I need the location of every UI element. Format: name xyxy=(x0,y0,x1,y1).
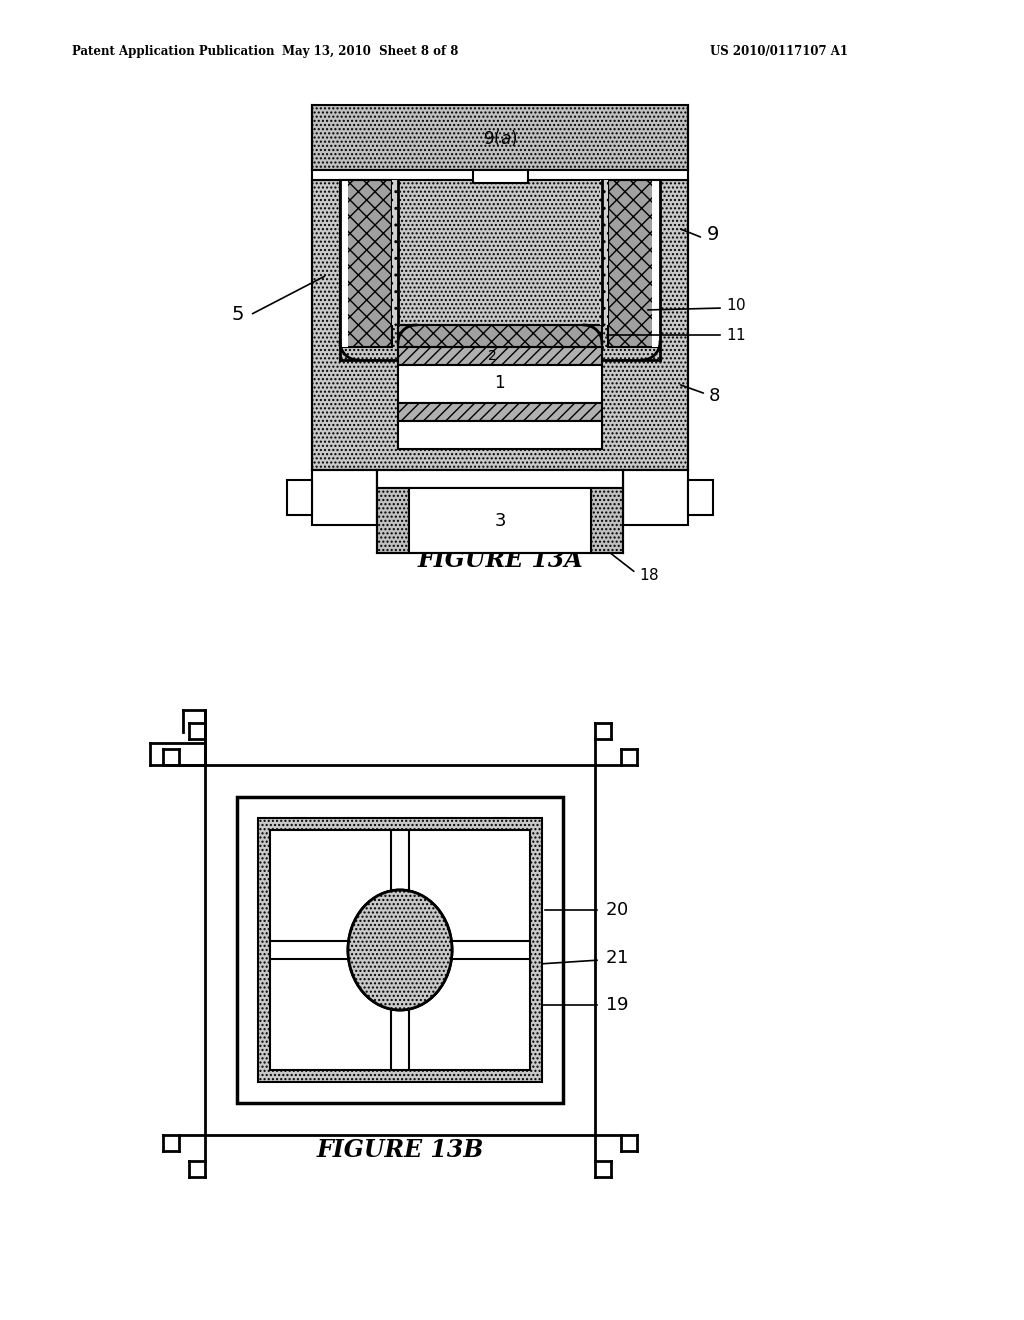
Bar xyxy=(258,818,542,1082)
Text: $11$: $11$ xyxy=(726,327,745,343)
Bar xyxy=(312,106,688,170)
Bar xyxy=(688,480,713,515)
Bar xyxy=(312,470,377,525)
Text: May 13, 2010  Sheet 8 of 8: May 13, 2010 Sheet 8 of 8 xyxy=(282,45,458,58)
Bar xyxy=(312,170,688,180)
Ellipse shape xyxy=(348,890,452,1010)
Text: $18$: $18$ xyxy=(639,568,659,583)
Bar xyxy=(392,180,400,325)
Text: $21$: $21$ xyxy=(605,949,628,968)
Text: $9$: $9$ xyxy=(706,226,719,244)
Bar xyxy=(452,941,530,960)
Text: FIGURE 13A: FIGURE 13A xyxy=(417,548,583,572)
Text: $3$: $3$ xyxy=(494,511,506,529)
Bar xyxy=(312,180,688,470)
Bar xyxy=(652,180,660,347)
Bar xyxy=(237,797,563,1104)
Bar xyxy=(398,366,602,403)
Bar xyxy=(340,180,392,347)
Text: Patent Application Publication: Patent Application Publication xyxy=(72,45,274,58)
Text: $10$: $10$ xyxy=(726,297,746,313)
Bar xyxy=(377,470,623,488)
Bar xyxy=(409,488,591,553)
Bar xyxy=(398,421,602,449)
Text: US 2010/0117107 A1: US 2010/0117107 A1 xyxy=(710,45,848,58)
Bar xyxy=(398,325,602,347)
Bar xyxy=(287,480,312,515)
Text: $1$: $1$ xyxy=(495,375,506,392)
Bar xyxy=(398,347,602,366)
Bar xyxy=(398,180,602,325)
Bar xyxy=(391,830,409,890)
Bar xyxy=(391,1010,409,1071)
Text: $19$: $19$ xyxy=(605,997,629,1014)
Bar xyxy=(340,180,348,347)
Text: $2$: $2$ xyxy=(487,348,497,363)
Text: $9(a)$: $9(a)$ xyxy=(483,128,517,148)
Text: FIGURE 13B: FIGURE 13B xyxy=(316,1138,483,1162)
Bar xyxy=(472,170,527,183)
Bar xyxy=(270,941,348,960)
Bar xyxy=(270,830,530,1071)
Bar xyxy=(377,488,409,553)
Bar xyxy=(398,403,602,421)
Text: $5$: $5$ xyxy=(231,306,244,323)
Bar xyxy=(600,180,608,325)
Bar xyxy=(608,180,660,347)
Text: $8$: $8$ xyxy=(708,387,720,405)
Bar xyxy=(623,470,688,525)
Bar xyxy=(591,488,623,553)
Text: $20$: $20$ xyxy=(605,902,629,919)
Ellipse shape xyxy=(348,890,452,1010)
